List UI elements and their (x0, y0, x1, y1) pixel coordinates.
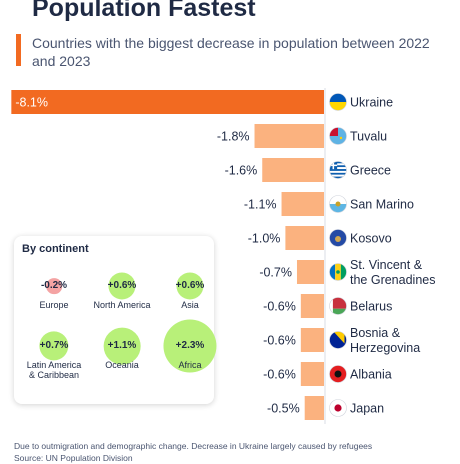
greece-flag-icon (329, 161, 347, 179)
ukraine-flag-icon (329, 93, 347, 111)
category-label-4: Kosovo (350, 232, 392, 246)
bar-chart: -8.1% Ukraine -1.8% Tuvalu -1.6% Greece -1.1% S… (11, 88, 435, 424)
continent-circle (46, 278, 62, 294)
tuvalu-flag-icon (329, 127, 347, 145)
bar-2 (262, 158, 324, 182)
san-marino-flag-icon (329, 195, 347, 213)
st-vincent-flag-icon (329, 263, 347, 281)
data-label-1: -1.8% (217, 130, 250, 144)
bar-6 (300, 294, 324, 318)
continent-circle (176, 272, 204, 300)
category-label-6: Belarus (350, 300, 392, 314)
bar-0 (11, 90, 325, 114)
bar-5 (296, 260, 324, 284)
data-label-4: -1.0% (248, 232, 281, 246)
japan-flag-icon (329, 399, 347, 417)
data-label-2: -1.6% (225, 164, 258, 178)
continent-circle (163, 319, 217, 373)
footer: Due to outmigration and demographic chan… (14, 440, 454, 464)
category-label-3: San Marino (350, 198, 414, 212)
bar-7 (300, 328, 324, 352)
footer-source: Source: UN Population Division (14, 453, 133, 463)
continent-value: +1.1% (107, 340, 137, 351)
continent-name: North America (93, 300, 151, 310)
continent-name: Asia (181, 300, 199, 310)
category-label-2: Greece (350, 164, 391, 178)
continent-panel-title: By continent (22, 243, 89, 255)
belarus-flag-icon (329, 297, 347, 315)
continent-name: Latin America & Caribbean (26, 360, 82, 380)
category-label-9: Japan (350, 402, 384, 416)
bar-8 (300, 362, 324, 386)
data-label-9: -0.5% (267, 402, 300, 416)
continent-circle (108, 272, 136, 300)
data-label-5: -0.7% (259, 266, 292, 280)
data-label-7: -0.6% (263, 334, 296, 348)
continent-value: +0.6% (107, 280, 137, 291)
continent-value: -0.2% (40, 280, 68, 291)
kosovo-flag-icon (329, 229, 347, 247)
continent-name: Europe (39, 300, 69, 310)
bar-1 (254, 124, 324, 148)
bar-3 (281, 192, 324, 216)
category-label-5: St. Vincent & the Grenadines (350, 258, 435, 287)
data-label-0: -8.1% (15, 96, 48, 110)
category-label-1: Tuvalu (350, 130, 387, 144)
category-label-0: Ukraine (350, 96, 393, 110)
chart-subtitle: Countries with the biggest decrease in p… (32, 35, 430, 69)
bar-4 (285, 226, 324, 250)
continent-circle (39, 331, 69, 361)
albania-flag-icon (329, 365, 347, 383)
continent-value: +0.7% (39, 340, 69, 351)
bosnia-flag-icon (329, 331, 347, 349)
accent-bar (16, 34, 21, 66)
continent-panel: By continent -0.2% Europe +0.6% North Ameri… (14, 236, 217, 404)
continent-value: +0.6% (175, 280, 205, 291)
continent-name: Oceania (105, 360, 139, 370)
data-label-6: -0.6% (263, 300, 296, 314)
continent-value: +2.3% (175, 340, 205, 351)
category-label-8: Albania (350, 368, 392, 382)
footer-note: Due to outmigration and demographic chan… (14, 441, 373, 451)
category-label-7: Bosnia & Herzegovina (350, 326, 420, 355)
data-label-8: -0.6% (263, 368, 296, 382)
continent-name: Africa (178, 360, 202, 370)
continent-circle (103, 327, 141, 365)
data-label-3: -1.1% (244, 198, 277, 212)
chart-title: Population Fastest (32, 0, 256, 22)
bar-9 (304, 396, 324, 420)
